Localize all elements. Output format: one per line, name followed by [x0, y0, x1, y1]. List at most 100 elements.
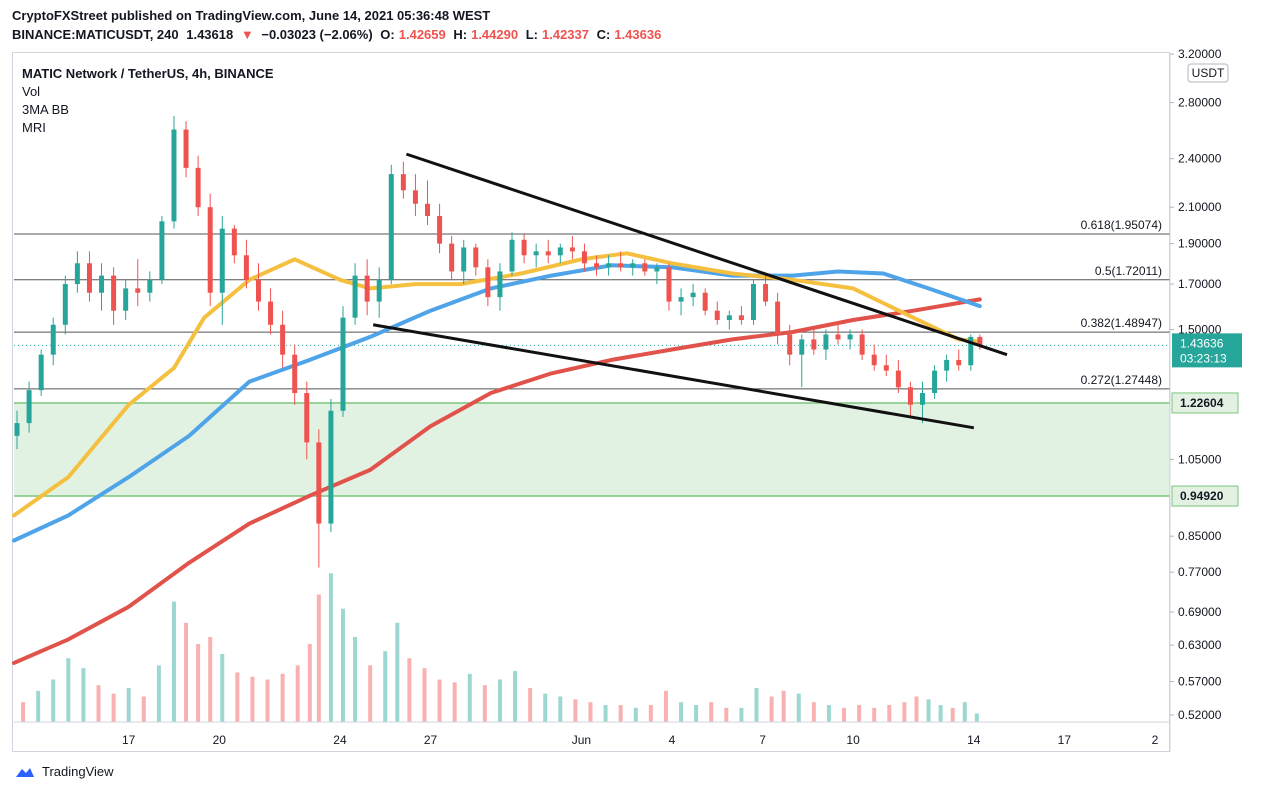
time-tick-label: 2 — [1152, 733, 1159, 747]
candle-body — [763, 284, 769, 302]
tradingview-cloud-icon — [16, 767, 34, 777]
volume-bar — [588, 702, 593, 722]
candle-body — [823, 334, 829, 350]
support-zone-top-tag-label: 1.22604 — [1180, 396, 1224, 410]
candle-body — [425, 203, 431, 216]
chart-legend-title: MATIC Network / TetherUS, 4h, BINANCE — [22, 66, 274, 81]
volume-bar — [887, 705, 892, 722]
volume-bar — [902, 702, 907, 722]
legend-indicator-vol[interactable]: Vol — [22, 84, 41, 99]
candle-body — [521, 239, 527, 256]
price-tick-label: 0.77000 — [1178, 565, 1222, 579]
time-tick-label: Jun — [572, 733, 591, 747]
candle-body — [111, 275, 117, 311]
volume-bar — [709, 702, 714, 722]
candle-body — [883, 365, 889, 371]
candle-body — [449, 243, 455, 272]
candle-body — [714, 310, 720, 321]
candle-body — [581, 251, 587, 264]
volume-bar — [235, 672, 240, 722]
price-tick-label: 2.80000 — [1178, 96, 1222, 110]
candle-body — [859, 334, 865, 355]
low-label: L: — [525, 27, 538, 42]
volume-bar — [437, 679, 442, 722]
volume-bar — [842, 707, 847, 722]
tradingview-logo[interactable]: TradingView — [14, 764, 114, 779]
volume-bar — [395, 622, 400, 722]
candle-body — [26, 390, 32, 424]
candle-body — [316, 442, 322, 524]
candle-body — [388, 174, 394, 280]
volume-bar — [513, 671, 518, 722]
candle-body — [569, 247, 575, 252]
candle-body — [485, 267, 491, 298]
volume-bar — [126, 688, 131, 722]
trendline-lower — [372, 323, 975, 430]
price-tick-label: 1.70000 — [1178, 277, 1222, 291]
volume-bar — [633, 707, 638, 722]
volume-bar — [265, 679, 270, 722]
volume-bar — [914, 696, 919, 722]
candle-body — [654, 267, 660, 272]
volume-bar — [171, 601, 176, 722]
volume-bar — [739, 707, 744, 722]
price-tick-label: 3.20000 — [1178, 47, 1222, 61]
candle-body — [956, 359, 962, 366]
candle-body — [835, 334, 841, 340]
volume-bar — [141, 696, 146, 722]
currency-badge — [1187, 63, 1229, 83]
candle-body — [473, 247, 479, 268]
candle-body — [606, 263, 612, 268]
candle-body — [123, 288, 129, 311]
candle-body — [690, 292, 696, 298]
candle-body — [14, 423, 20, 436]
legend-indicator-mri[interactable]: MRI — [22, 120, 46, 135]
candle-body — [726, 315, 732, 321]
candle-body — [135, 288, 141, 293]
volume-bar — [663, 690, 668, 722]
volume-bar — [250, 676, 255, 722]
candle-body — [557, 247, 563, 256]
candle-body — [702, 292, 708, 311]
tradingview-brand-text: TradingView — [42, 764, 114, 779]
time-tick-label: 27 — [424, 733, 438, 747]
candle-body — [147, 279, 153, 293]
candle-body — [678, 297, 684, 302]
support-zone-bottom-tag-label: 0.94920 — [1180, 489, 1224, 503]
volume-bar — [754, 688, 759, 722]
moving-average-ma_slow — [12, 297, 982, 665]
candle-body — [775, 301, 781, 335]
candle-body — [62, 284, 68, 325]
volume-bar — [340, 608, 345, 722]
candle-body — [533, 251, 539, 256]
volume-bar — [528, 688, 533, 722]
candle-body — [280, 324, 286, 355]
candle-body — [750, 284, 756, 321]
price-tick-label: 0.85000 — [1178, 529, 1222, 543]
price-change: −0.03023 (−2.06%) — [261, 27, 373, 42]
volume-bar — [51, 679, 56, 722]
candle-body — [509, 239, 515, 272]
down-arrow-icon: ▼ — [240, 27, 254, 42]
legend-indicator-3ma-bb[interactable]: 3MA BB — [22, 102, 69, 117]
currency-label: USDT — [1192, 66, 1225, 80]
candle-body — [50, 324, 56, 355]
current-price-countdown: 03:23:13 — [1180, 351, 1227, 365]
candle-body — [231, 228, 237, 256]
candle-body — [183, 129, 189, 168]
candle-body — [895, 370, 901, 388]
volume-bar — [280, 673, 285, 722]
volume-bar — [573, 699, 578, 722]
volume-bar — [196, 644, 201, 722]
candle-body — [328, 410, 334, 524]
price-tick-label: 0.57000 — [1178, 675, 1222, 689]
candle-body — [171, 129, 177, 222]
candle-body — [159, 221, 165, 280]
open-label: O: — [380, 27, 395, 42]
candle-body — [437, 215, 443, 244]
candle-body — [255, 279, 261, 302]
candle-body — [400, 174, 406, 191]
candle-body — [920, 393, 926, 405]
time-tick-label: 17 — [1058, 733, 1072, 747]
